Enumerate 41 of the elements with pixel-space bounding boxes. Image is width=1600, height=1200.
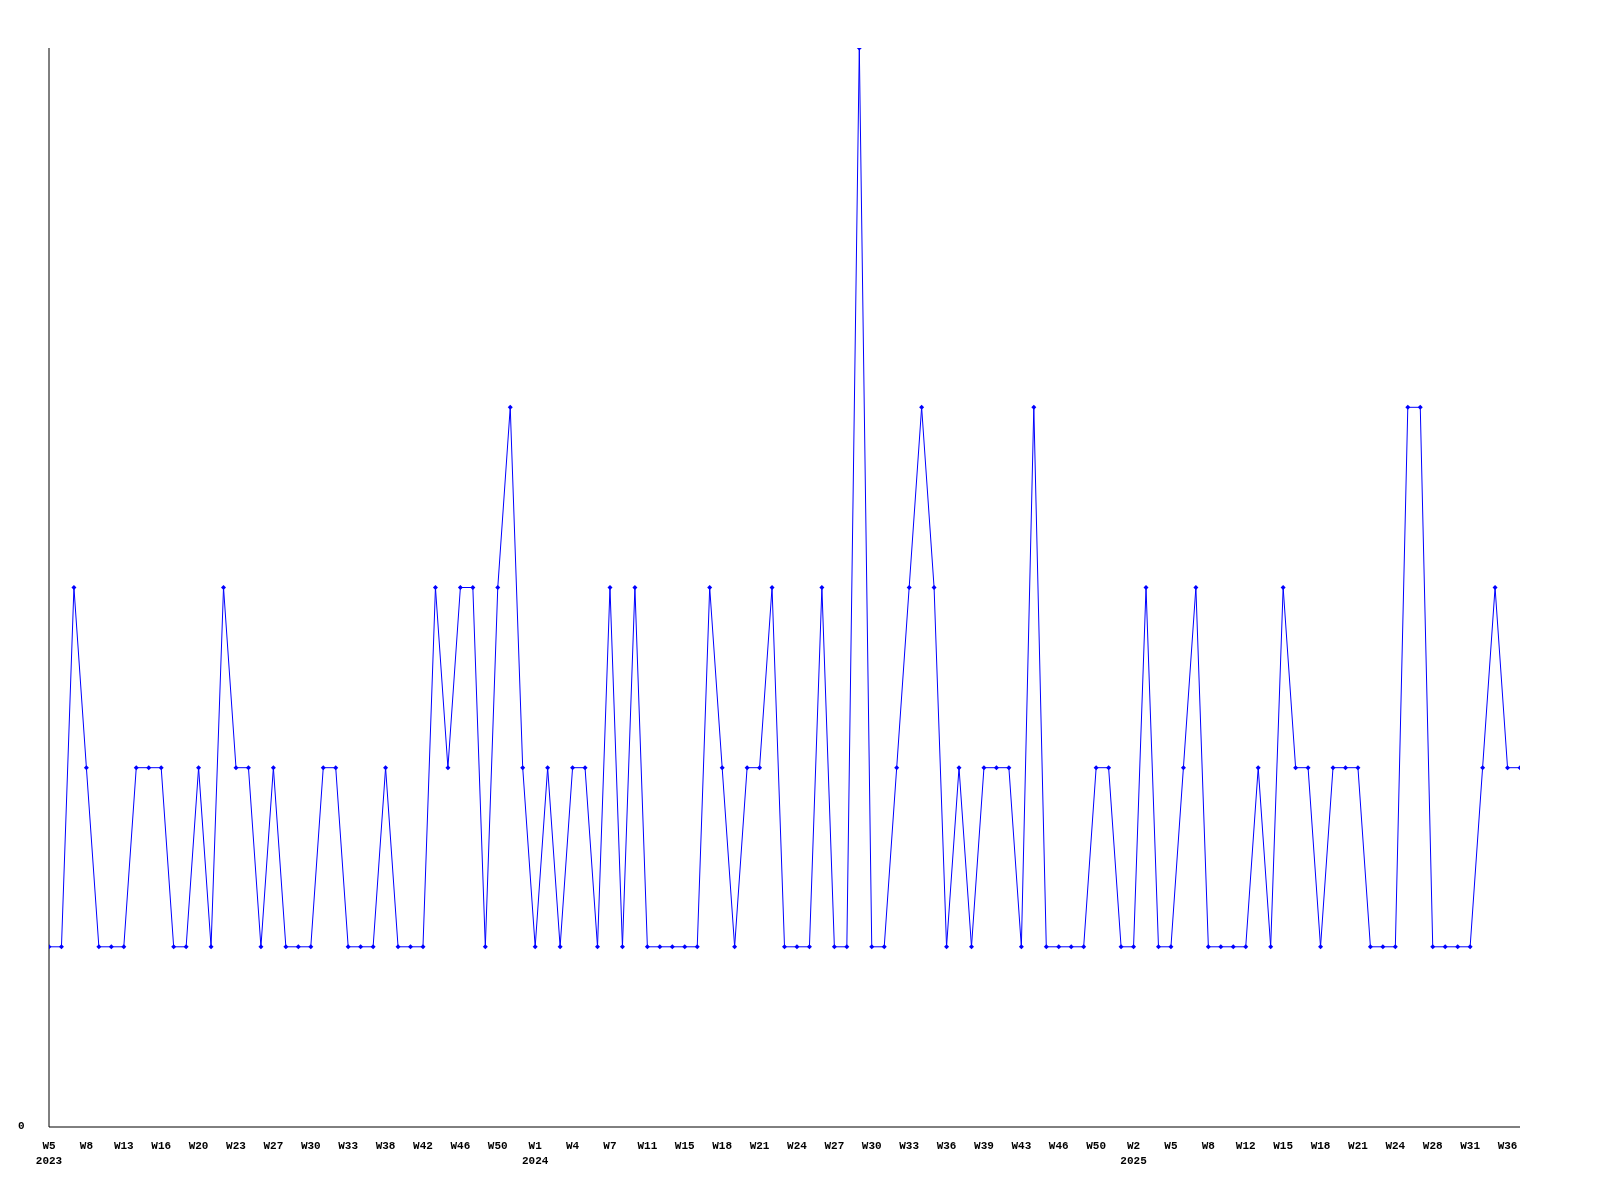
x-tick-label: W18 (712, 1140, 733, 1152)
text: 0 (18, 1120, 25, 1132)
x-tick-label: W11 (637, 1140, 658, 1152)
x-tick-label: W8 (1201, 1140, 1216, 1152)
x-tick-label: W28 (1422, 1140, 1444, 1152)
x-tick-label: W43 (1011, 1140, 1032, 1152)
x-tick-label: W18 (1310, 1140, 1331, 1152)
x-tick-label: W23 (226, 1140, 247, 1152)
x-tick-label: W4 (565, 1140, 580, 1152)
x-tick-label: W30 (300, 1140, 321, 1152)
x-tick-label: W24 (1385, 1140, 1406, 1152)
x-tick-label: W33 (899, 1140, 920, 1152)
x-tick-label: W20 (188, 1140, 209, 1152)
x-tick-label: W7 (603, 1140, 617, 1152)
x-tick-label: W36 (936, 1140, 957, 1152)
x-tick-label: W16 (151, 1140, 172, 1152)
x-tick-label: W36 (1497, 1140, 1518, 1152)
x-tick-label: W46 (1048, 1140, 1069, 1152)
x-tick-label: W31 (1460, 1140, 1481, 1152)
x-tick-label: W5 2023 (35, 1140, 63, 1167)
x-tick-label: W15 (674, 1140, 696, 1152)
x-tick-label: W24 (787, 1140, 808, 1152)
x-tick-label: W50 (487, 1140, 508, 1152)
x-tick-label: W13 (113, 1140, 135, 1152)
x-tick-label: W27 (824, 1140, 845, 1152)
x-tick-label: W15 (1273, 1140, 1294, 1152)
x-tick-label: W2 2025 (1120, 1140, 1148, 1167)
x-tick-label: W12 (1235, 1140, 1256, 1152)
x-tick-label: W21 (749, 1140, 770, 1152)
x-tick-label: W42 (413, 1140, 433, 1152)
x-tick-label: W30 (861, 1140, 882, 1152)
x-tick-label: W46 (450, 1140, 471, 1152)
x-tick-label: W27 (263, 1140, 284, 1152)
x-tick-label: W5 (1164, 1140, 1178, 1152)
x-tick-label: W39 (974, 1140, 994, 1152)
x-tick-label: W1 2024 (521, 1140, 549, 1167)
x-tick-label: W33 (338, 1140, 359, 1152)
x-tick-label: W8 (79, 1140, 94, 1152)
x-tick-label: W21 (1348, 1140, 1369, 1152)
x-tick-label: W38 (375, 1140, 396, 1152)
x-tick-label: W50 (1086, 1140, 1107, 1152)
